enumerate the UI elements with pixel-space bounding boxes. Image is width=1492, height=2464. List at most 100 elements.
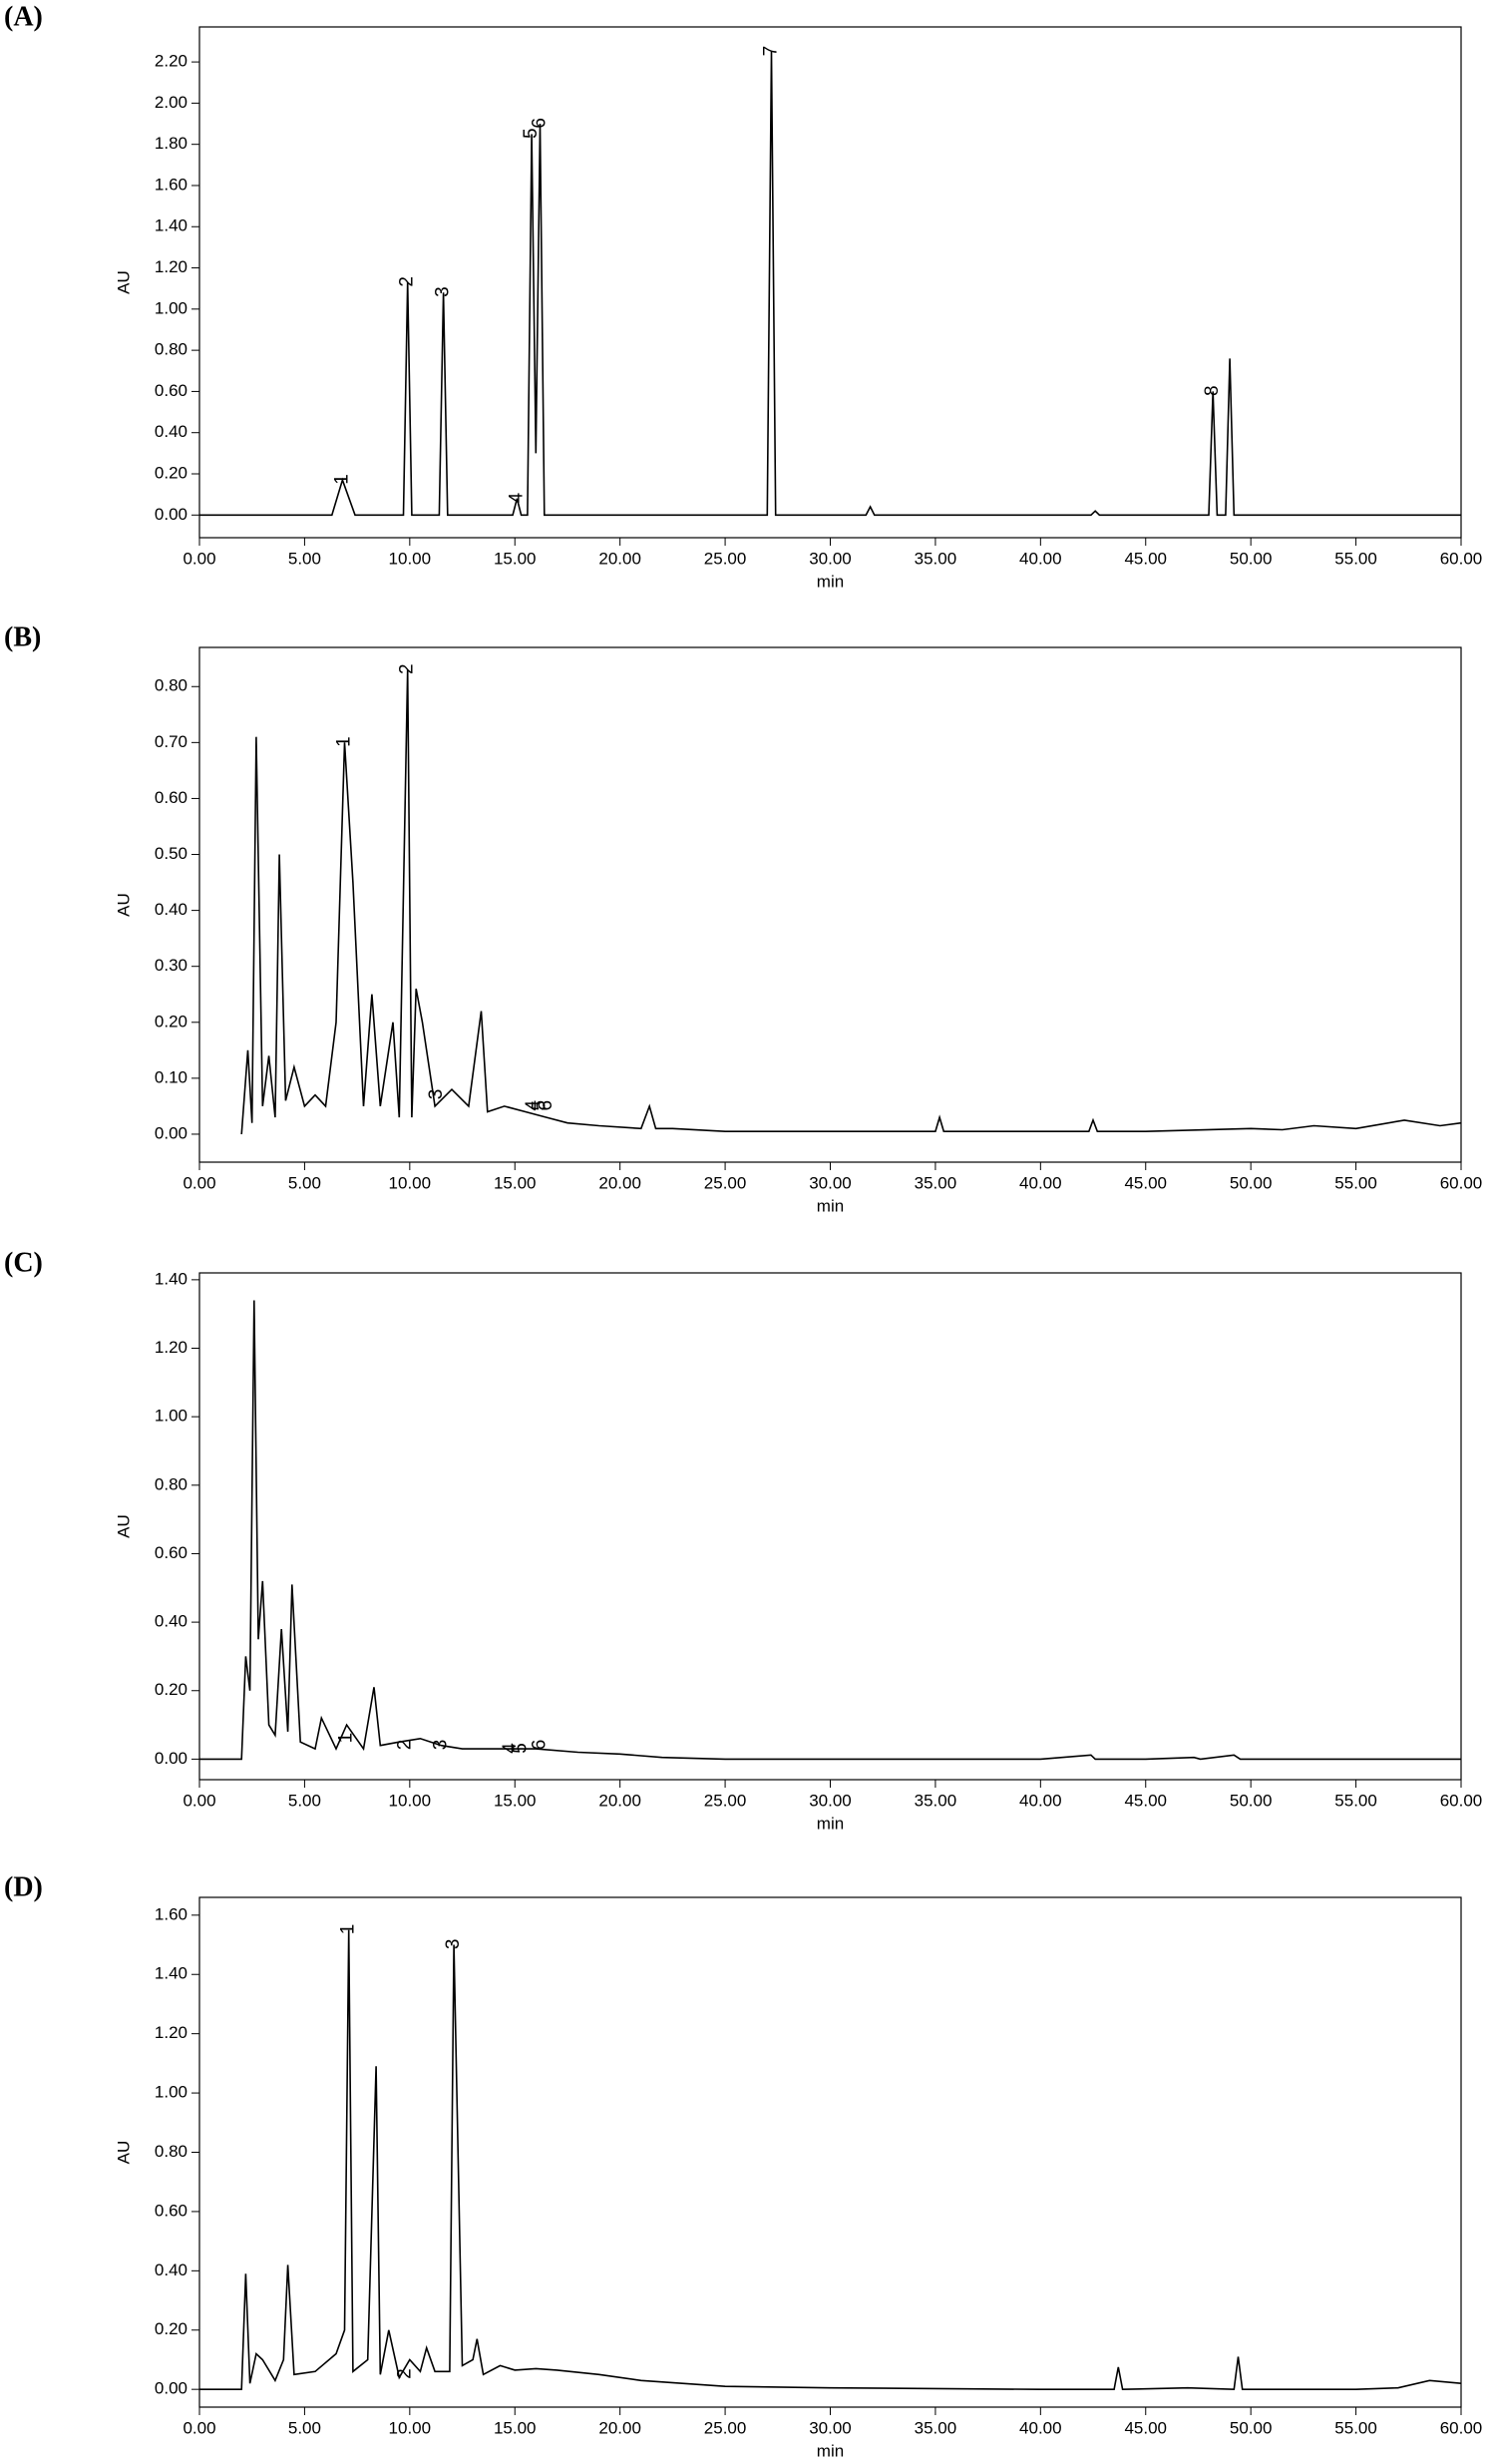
panel-label: (A) [4,1,43,32]
y-tick-label: 0.20 [155,1012,187,1030]
y-tick-label: 1.00 [155,1407,187,1426]
x-tick-label: 40.00 [1019,1791,1062,1810]
y-tick-label: 1.40 [155,216,187,235]
y-tick-label: 0.80 [155,1474,187,1493]
y-tick-label: 0.80 [155,340,187,359]
y-tick-label: 0.60 [155,1543,187,1562]
peak-label: 2 [395,1740,416,1751]
x-tick-label: 35.00 [915,1791,957,1810]
x-tick-label: 30.00 [809,2418,852,2437]
x-tick-label: 35.00 [915,1173,957,1192]
x-tick-label: 20.00 [598,549,641,568]
x-tick-label: 60.00 [1440,2418,1483,2437]
peak-label: 1 [331,474,352,485]
peak-label: 1 [333,736,354,747]
peak-label: 4 [523,1099,544,1110]
peak-label: 5 [511,1743,532,1754]
trace [199,51,1461,517]
y-tick-label: 1.60 [155,1904,187,1923]
y-tick-label: 1.20 [155,2023,187,2042]
x-tick-label: 50.00 [1230,1173,1273,1192]
panel-label: (D) [4,1871,43,1902]
peak-label: 3 [433,286,454,297]
plot-frame [198,646,1462,1163]
y-tick-label: 1.60 [155,175,187,194]
x-tick-label: 45.00 [1124,549,1167,568]
x-tick-label: 40.00 [1019,1173,1062,1192]
panel-label: (C) [4,1247,43,1278]
peak-label: 3 [430,1740,451,1751]
x-axis-label: min [817,1196,844,1215]
x-tick-label: 15.00 [494,2418,537,2437]
peak-label: 3 [426,1089,447,1100]
peak-label: 1 [336,1733,357,1744]
x-axis-label: min [817,1814,844,1833]
x-tick-label: 20.00 [598,1173,641,1192]
y-tick-label: 0.50 [155,844,187,863]
x-tick-label: 30.00 [809,1173,852,1192]
x-tick-label: 10.00 [389,549,432,568]
y-tick-label: 2.20 [155,52,187,71]
peak-label: 3 [443,1939,464,1950]
x-axis-label: min [817,2441,844,2460]
x-tick-label: 15.00 [494,549,537,568]
y-tick-label: 0.60 [155,2201,187,2220]
y-axis-label: AU [114,2141,133,2165]
x-tick-label: 10.00 [389,1173,432,1192]
y-tick-label: 1.80 [155,134,187,153]
y-tick-label: 0.70 [155,732,187,751]
x-tick-label: 55.00 [1334,1173,1377,1192]
x-tick-label: 30.00 [809,549,852,568]
x-tick-label: 60.00 [1440,549,1483,568]
peak-label: 4 [506,492,527,503]
y-tick-label: 1.20 [155,257,187,276]
y-tick-label: 0.60 [155,788,187,807]
x-tick-label: 5.00 [288,549,321,568]
y-tick-label: 0.00 [155,1123,187,1142]
y-tick-label: 0.60 [155,381,187,400]
y-tick-label: 1.20 [155,1338,187,1357]
y-tick-label: 0.80 [155,2142,187,2161]
y-tick-label: 0.20 [155,1680,187,1699]
x-tick-label: 5.00 [288,2418,321,2437]
x-tick-label: 0.00 [183,1173,215,1192]
y-tick-label: 0.00 [155,505,187,524]
y-tick-label: 0.40 [155,1612,187,1631]
x-tick-label: 25.00 [704,2418,747,2437]
panel-label: (B) [4,621,41,652]
y-tick-label: 1.00 [155,2083,187,2102]
x-tick-label: 5.00 [288,1791,321,1810]
y-tick-label: 0.40 [155,422,187,441]
y-tick-label: 0.00 [155,2379,187,2398]
peak-label: 8 [1202,385,1223,396]
x-tick-label: 60.00 [1440,1173,1483,1192]
x-tick-label: 40.00 [1019,549,1062,568]
x-tick-label: 55.00 [1334,1791,1377,1810]
x-tick-label: 10.00 [389,1791,432,1810]
y-tick-label: 0.10 [155,1067,187,1086]
x-tick-label: 5.00 [288,1173,321,1192]
x-tick-label: 50.00 [1230,1791,1273,1810]
trace [240,669,1462,1135]
x-tick-label: 55.00 [1334,2418,1377,2437]
plot-frame [198,1272,1462,1781]
plot-frame [198,26,1462,539]
x-tick-label: 45.00 [1124,1173,1167,1192]
trace [199,1300,1461,1761]
x-tick-label: 20.00 [598,1791,641,1810]
x-tick-label: 60.00 [1440,1791,1483,1810]
peak-label: 7 [760,46,781,57]
x-tick-label: 15.00 [494,1791,537,1810]
x-tick-label: 55.00 [1334,549,1377,568]
y-tick-label: 0.00 [155,1749,187,1768]
x-tick-label: 45.00 [1124,1791,1167,1810]
x-tick-label: 50.00 [1230,2418,1273,2437]
y-axis-label: AU [114,893,133,917]
y-tick-label: 2.00 [155,93,187,112]
x-tick-label: 40.00 [1019,2418,1062,2437]
y-tick-label: 1.40 [155,1269,187,1288]
peak-label: 5 [521,128,542,139]
x-tick-label: 20.00 [598,2418,641,2437]
x-tick-label: 15.00 [494,1173,537,1192]
